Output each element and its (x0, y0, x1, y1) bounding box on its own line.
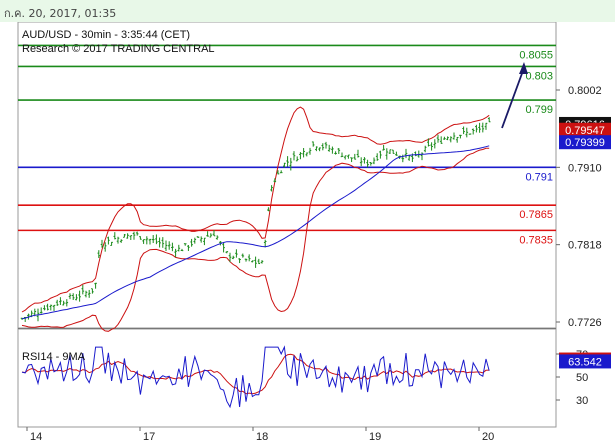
level-label: 0.8055 (519, 49, 553, 61)
rsi-tick-label: 50 (576, 372, 588, 384)
main-plot-frame (17, 22, 557, 329)
rsi-plot-frame (17, 328, 557, 428)
price-badge (559, 135, 611, 150)
price-tick-label: 0.7726 (568, 317, 602, 329)
rsi-title: RSI14 - 9MA (22, 351, 86, 363)
chart-subtitle: Research © 2017 TRADING CENTRAL (22, 43, 215, 55)
header-bar: ก.ค. 20, 2017, 01:35 (0, 0, 615, 22)
x-tick-label: 20 (482, 431, 494, 443)
price-tick-label: 0.7910 (568, 162, 602, 174)
price-badge-label: 0.79399 (565, 137, 605, 149)
price-badge (559, 122, 611, 137)
x-tick-label: 17 (143, 431, 155, 443)
x-tick-label: 18 (256, 431, 268, 443)
lower-band-line (21, 147, 490, 332)
price-chart: 0.8055 0.803 0.799 0.791 0.7865 0.7835 0.8002… (17, 22, 611, 443)
projection-arrow (501, 62, 528, 129)
price-badge-label: 0.79547 (565, 125, 605, 137)
rsi-line (21, 345, 490, 409)
level-label: 0.7835 (519, 234, 553, 246)
level-label: 0.803 (525, 70, 553, 82)
level-label: 0.791 (525, 171, 553, 183)
rsi-ma-line (21, 353, 490, 395)
price-tick-label: 0.7818 (568, 240, 602, 252)
rsi-badge (559, 354, 611, 369)
chart-title: AUD/USD - 30min - 3:35:44 (CET) (22, 29, 190, 41)
header-datetime: ก.ค. 20, 2017, 01:35 (4, 7, 117, 20)
price-tick-label: 0.8002 (568, 85, 602, 97)
rsi-tick-label: 30 (576, 395, 588, 407)
rsi-badge-label: 63.542 (568, 356, 602, 368)
level-label: 0.7865 (519, 209, 553, 221)
x-tick-label: 19 (369, 431, 381, 443)
level-label: 0.799 (525, 104, 553, 116)
moving-average-line (21, 145, 490, 320)
x-tick-label: 14 (30, 431, 42, 443)
upper-band-line (21, 106, 490, 313)
